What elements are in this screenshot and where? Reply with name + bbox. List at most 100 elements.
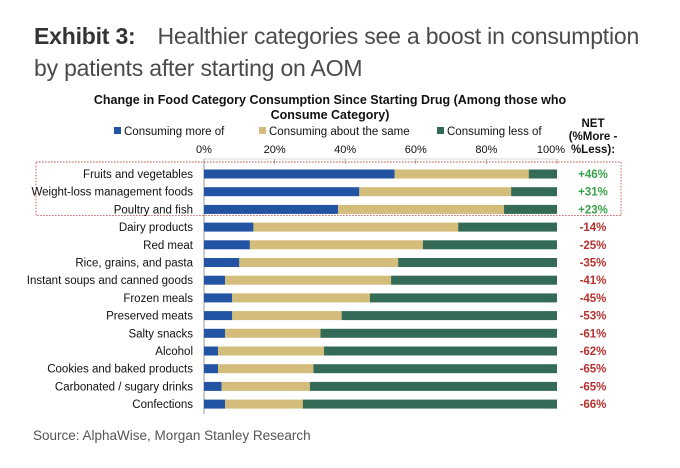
- net-value-label: -14%: [580, 222, 607, 234]
- net-value-label: -62%: [580, 346, 607, 358]
- bar-same: [218, 346, 325, 356]
- net-value-label: +23%: [578, 204, 608, 216]
- bar-more: [204, 381, 222, 391]
- bar-more: [204, 240, 250, 250]
- category-label: Alcohol: [155, 346, 193, 358]
- x-tick-label: 100%: [537, 144, 565, 156]
- bar-more: [204, 222, 254, 232]
- bar-less: [511, 187, 557, 197]
- legend-label-less: Consuming less of: [447, 126, 542, 138]
- exhibit-label: Exhibit 3:: [34, 23, 136, 49]
- bar-same: [359, 187, 512, 197]
- category-label: Confections: [132, 399, 193, 411]
- bar-more: [204, 169, 395, 179]
- bar-more: [204, 311, 233, 321]
- net-header-line-1: NET: [582, 118, 605, 130]
- bar-same: [338, 204, 505, 214]
- net-value-label: -53%: [580, 311, 607, 323]
- bar-same: [225, 328, 321, 338]
- exhibit-heading: Exhibit 3: Healthier categories see a boo…: [34, 20, 654, 84]
- highlight-box: [35, 161, 622, 217]
- bar-same: [225, 399, 303, 409]
- net-value-label: -65%: [580, 381, 607, 393]
- x-axis-ticks: 0% 20% 40% 60% 80% 100%: [196, 144, 565, 415]
- net-header: NET(%More -%Less):: [569, 118, 618, 156]
- bar-less: [422, 240, 557, 250]
- x-tick-label: 20%: [264, 144, 286, 156]
- bar-less: [309, 381, 557, 391]
- category-label: Fruits and vegetables: [83, 169, 193, 181]
- x-tick-label: 80%: [475, 144, 497, 156]
- category-label: Carbonated / sugary drinks: [55, 381, 193, 393]
- bar-less: [369, 293, 557, 303]
- net-header-line-3: %Less):: [571, 144, 615, 156]
- bar-less: [324, 346, 557, 356]
- category-label: Preserved meats: [106, 311, 193, 323]
- bar-more: [204, 293, 233, 303]
- legend-label-more: Consuming more of: [124, 126, 225, 138]
- chart-title-line-2: Consume Category): [271, 108, 390, 122]
- bar-same: [225, 275, 392, 285]
- bar-less: [313, 364, 557, 374]
- bar-more: [204, 346, 219, 356]
- source-note: Source: AlphaWise, Morgan Stanley Resear…: [33, 428, 311, 443]
- net-value-label: -65%: [580, 364, 607, 376]
- highlight-border: [35, 161, 622, 217]
- category-label: Cookies and baked products: [47, 364, 193, 376]
- bar-more: [204, 258, 240, 267]
- bar-less: [528, 169, 557, 179]
- bar-more: [204, 364, 219, 374]
- chart-title-line-1: Change in Food Category Consumption Sinc…: [94, 93, 567, 107]
- bar-same: [221, 381, 310, 391]
- net-value-label: -61%: [580, 328, 607, 340]
- net-value-label: +46%: [578, 169, 608, 181]
- bar-same: [249, 240, 423, 250]
- category-label: Rice, grains, and pasta: [75, 258, 193, 270]
- bar-more: [204, 187, 360, 197]
- x-tick-label: 0%: [196, 144, 212, 156]
- bar-more: [204, 328, 226, 338]
- exhibit-title: Healthier categories see a boost in cons…: [34, 23, 640, 81]
- category-label: Weight-loss management foods: [31, 187, 193, 199]
- bar-more: [204, 275, 226, 285]
- net-value-label: -25%: [580, 240, 607, 252]
- category-label: Instant soups and canned goods: [27, 275, 193, 287]
- x-tick-label: 40%: [334, 144, 356, 156]
- category-label: Dairy products: [119, 222, 193, 234]
- bar-same: [394, 169, 529, 179]
- net-value-label: -45%: [580, 293, 607, 305]
- legend-swatch-more: [114, 127, 121, 134]
- category-label: Poultry and fish: [114, 204, 193, 216]
- bar-more: [204, 204, 339, 214]
- category-label: Red meat: [143, 240, 194, 252]
- bar-same: [232, 311, 342, 321]
- bar-same: [239, 258, 399, 267]
- net-value-label: +31%: [578, 187, 608, 199]
- bar-less: [398, 258, 557, 267]
- bar-less: [458, 222, 557, 232]
- net-value-label: -41%: [580, 275, 607, 287]
- bar-less: [504, 204, 557, 214]
- legend: Consuming more of Consuming about the sam…: [114, 126, 542, 138]
- category-label: Salty snacks: [128, 328, 193, 340]
- net-value-label: -66%: [580, 399, 607, 411]
- bar-same: [218, 364, 314, 374]
- bar-less: [302, 399, 557, 409]
- x-tick-label: 60%: [405, 144, 427, 156]
- bar-less: [320, 328, 557, 338]
- legend-swatch-less: [437, 127, 444, 134]
- net-header-line-2: (%More -: [569, 131, 618, 143]
- legend-swatch-same: [259, 127, 266, 134]
- net-values: +46% +31% +23% -14% -25% -35% -41% -45% -53% -61%…: [578, 169, 608, 411]
- legend-label-same: Consuming about the same: [269, 126, 410, 138]
- net-value-label: -35%: [580, 258, 607, 270]
- category-labels: Fruits and vegetables Weight-loss managem…: [27, 169, 194, 411]
- bar-same: [253, 222, 459, 232]
- bar-more: [204, 399, 226, 409]
- bar-less: [341, 311, 557, 321]
- bar-less: [391, 275, 557, 285]
- category-label: Frozen meals: [123, 293, 193, 305]
- bars: [204, 169, 557, 409]
- bar-same: [232, 293, 370, 303]
